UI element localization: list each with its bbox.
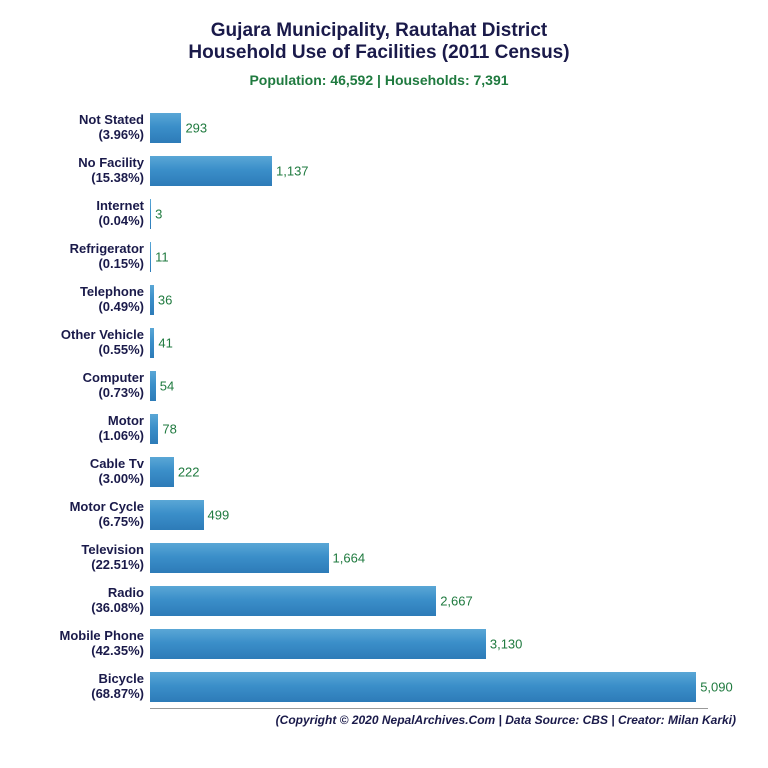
bar-row: Bicycle(68.87%)5,090: [150, 665, 708, 708]
bar-row: Other Vehicle(0.55%)41: [150, 321, 708, 364]
bar: 41: [150, 328, 154, 358]
bar-row: Cable Tv(3.00%)222: [150, 450, 708, 493]
bar-value: 293: [181, 120, 207, 135]
bar-label-name: Other Vehicle: [20, 328, 144, 343]
bar-value: 36: [154, 292, 172, 307]
bar-row: Refrigerator(0.15%)11: [150, 235, 708, 278]
bar-label-name: Telephone: [20, 285, 144, 300]
bar: 3,130: [150, 629, 486, 659]
bar: 5,090: [150, 672, 696, 702]
bar-label-pct: (1.06%): [20, 429, 144, 444]
bar: 36: [150, 285, 154, 315]
bar-label: No Facility(15.38%): [20, 156, 150, 186]
bar-row: Internet(0.04%)3: [150, 192, 708, 235]
bar-label-name: Motor: [20, 414, 144, 429]
bar-label: Radio(36.08%): [20, 586, 150, 616]
bar-value: 41: [154, 335, 172, 350]
bar-label-pct: (3.00%): [20, 472, 144, 487]
bar-row: Not Stated(3.96%)293: [150, 106, 708, 149]
credit-line: (Copyright © 2020 NepalArchives.Com | Da…: [20, 713, 738, 727]
bar-label-name: Internet: [20, 199, 144, 214]
title-line-2: Household Use of Facilities (2011 Census…: [20, 42, 738, 64]
bar-value: 78: [158, 421, 176, 436]
bar-label: Internet(0.04%): [20, 199, 150, 229]
bar-value: 3: [151, 206, 162, 221]
bar-label-name: Radio: [20, 586, 144, 601]
bar-row: Motor(1.06%)78: [150, 407, 708, 450]
bar-value: 5,090: [696, 679, 733, 694]
bar-label: Motor(1.06%): [20, 414, 150, 444]
bar-row: Radio(36.08%)2,667: [150, 579, 708, 622]
bar-row: Computer(0.73%)54: [150, 364, 708, 407]
bar-row: No Facility(15.38%)1,137: [150, 149, 708, 192]
bar-value: 1,664: [329, 550, 366, 565]
chart-container: Gujara Municipality, Rautahat District H…: [0, 0, 768, 768]
bar-label-name: Computer: [20, 371, 144, 386]
bar-label: Mobile Phone(42.35%): [20, 629, 150, 659]
bar-label: Not Stated(3.96%): [20, 113, 150, 143]
bar-label: Other Vehicle(0.55%): [20, 328, 150, 358]
bar-label-pct: (42.35%): [20, 644, 144, 659]
bars-area: Not Stated(3.96%)293No Facility(15.38%)1…: [150, 106, 708, 709]
bar-label-pct: (0.15%): [20, 257, 144, 272]
bar-label: Cable Tv(3.00%): [20, 457, 150, 487]
bar-row: Motor Cycle(6.75%)499: [150, 493, 708, 536]
bar-value: 499: [204, 507, 230, 522]
bar-label-name: Cable Tv: [20, 457, 144, 472]
chart-title: Gujara Municipality, Rautahat District H…: [20, 20, 738, 64]
bar-label-name: No Facility: [20, 156, 144, 171]
bar-label-name: Not Stated: [20, 113, 144, 128]
title-line-1: Gujara Municipality, Rautahat District: [20, 20, 738, 42]
bar: 499: [150, 500, 204, 530]
bar-value: 3,130: [486, 636, 523, 651]
bar-label-pct: (68.87%): [20, 687, 144, 702]
bar-label-pct: (0.73%): [20, 386, 144, 401]
bar-label: Refrigerator(0.15%): [20, 242, 150, 272]
bar-label-name: Bicycle: [20, 672, 144, 687]
bar-label-name: Television: [20, 543, 144, 558]
bar-value: 11: [151, 249, 169, 264]
bar-label-pct: (36.08%): [20, 601, 144, 616]
bar-label: Computer(0.73%): [20, 371, 150, 401]
bar-value: 2,667: [436, 593, 473, 608]
bar-row: Mobile Phone(42.35%)3,130: [150, 622, 708, 665]
bar-label: Bicycle(68.87%): [20, 672, 150, 702]
bar-label-pct: (0.49%): [20, 300, 144, 315]
bar-label-pct: (3.96%): [20, 128, 144, 143]
bar: 222: [150, 457, 174, 487]
bar-label-name: Refrigerator: [20, 242, 144, 257]
bar-label-name: Mobile Phone: [20, 629, 144, 644]
bar: 3: [150, 199, 151, 229]
bar: 1,137: [150, 156, 272, 186]
bar: 1,664: [150, 543, 329, 573]
bar-label-pct: (6.75%): [20, 515, 144, 530]
bar-label-pct: (15.38%): [20, 171, 144, 186]
bar: 11: [150, 242, 151, 272]
bar-label-pct: (0.55%): [20, 343, 144, 358]
bar-row: Television(22.51%)1,664: [150, 536, 708, 579]
bar-value: 222: [174, 464, 200, 479]
bar: 2,667: [150, 586, 436, 616]
bar: 78: [150, 414, 158, 444]
bar-label-pct: (22.51%): [20, 558, 144, 573]
bar-label: Motor Cycle(6.75%): [20, 500, 150, 530]
bar-value: 1,137: [272, 163, 309, 178]
bar-row: Telephone(0.49%)36: [150, 278, 708, 321]
bar-label: Television(22.51%): [20, 543, 150, 573]
bar-label-name: Motor Cycle: [20, 500, 144, 515]
bar-label-pct: (0.04%): [20, 214, 144, 229]
bar-value: 54: [156, 378, 174, 393]
chart-subtitle: Population: 46,592 | Households: 7,391: [20, 72, 738, 88]
bar: 54: [150, 371, 156, 401]
bar: 293: [150, 113, 181, 143]
bar-label: Telephone(0.49%): [20, 285, 150, 315]
